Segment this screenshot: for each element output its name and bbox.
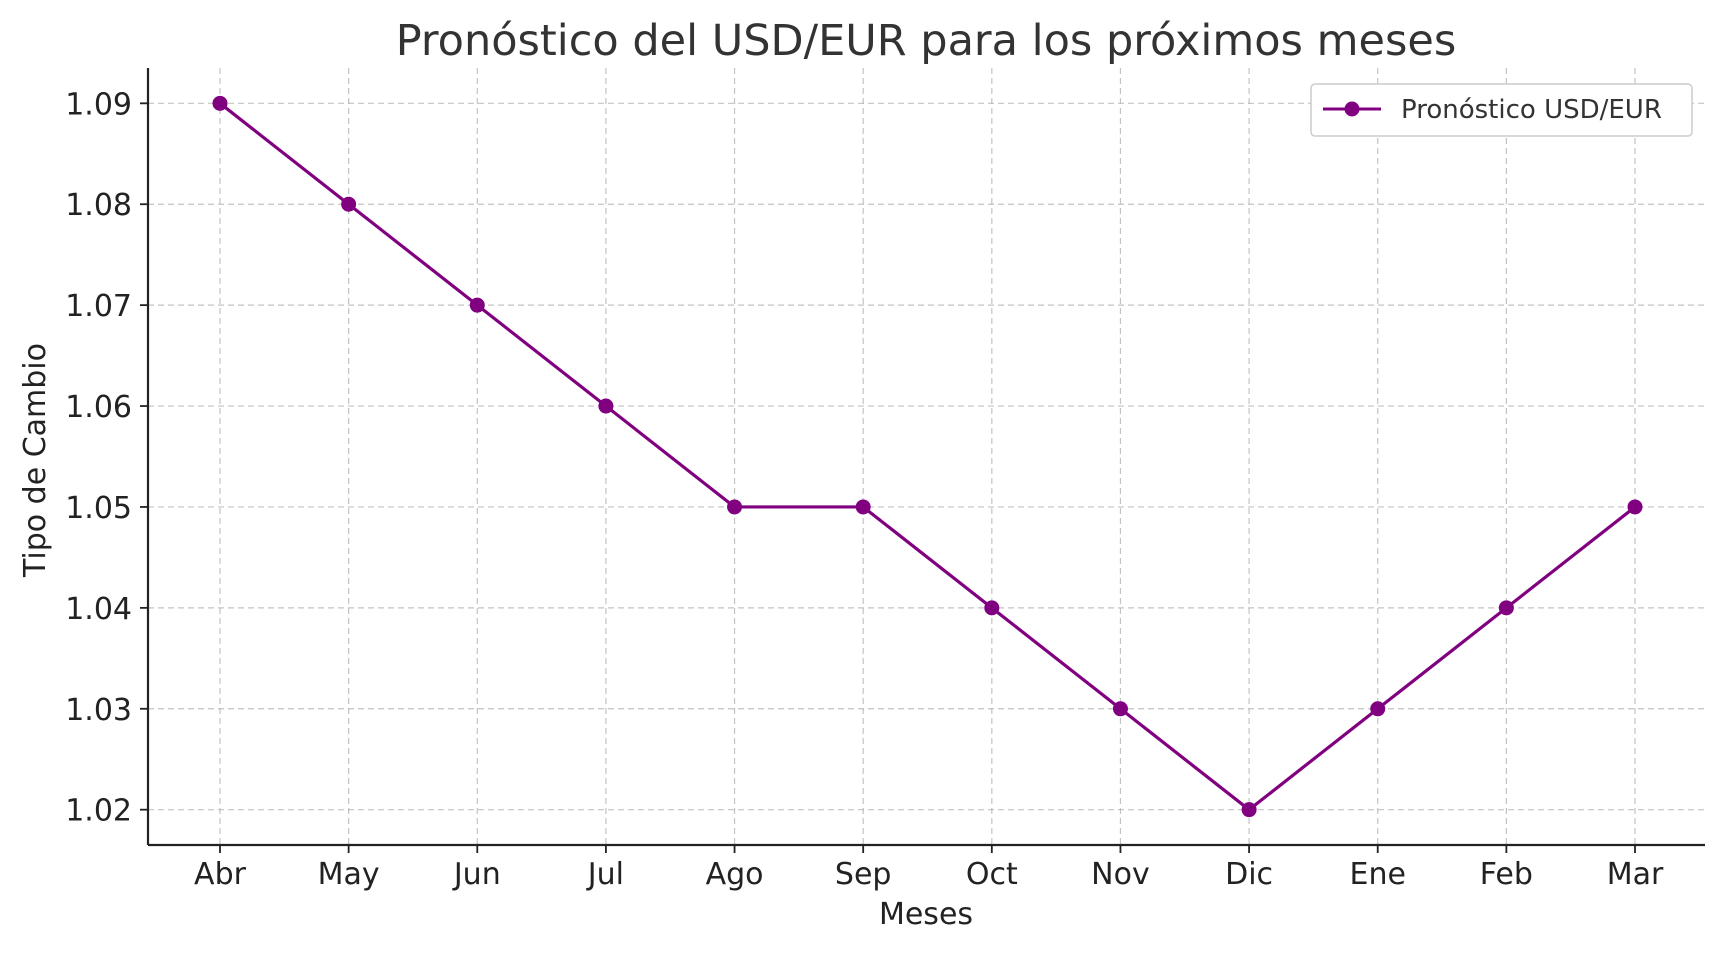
data-point xyxy=(598,398,614,414)
x-tick-label: Oct xyxy=(966,857,1018,892)
data-point xyxy=(1241,802,1257,818)
y-tick-label: 1.08 xyxy=(65,188,132,223)
data-point xyxy=(855,499,871,515)
y-axis-title: Tipo de Cambio xyxy=(18,343,53,578)
y-tick-label: 1.02 xyxy=(65,794,132,829)
x-tick-label: Dic xyxy=(1225,857,1273,892)
data-point xyxy=(1498,600,1514,616)
x-tick-label: Jul xyxy=(586,857,624,892)
data-point xyxy=(984,600,1000,616)
chart-title: Pronóstico del USD/EUR para los próximos… xyxy=(396,16,1456,66)
y-tick-label: 1.05 xyxy=(65,491,132,526)
series-line xyxy=(219,102,1636,812)
x-tick-label: May xyxy=(318,857,380,892)
x-tick-label: Abr xyxy=(194,857,247,892)
data-point xyxy=(1370,701,1386,717)
x-tick-label: Feb xyxy=(1480,857,1533,892)
x-tick-label: Jun xyxy=(452,857,501,892)
data-point xyxy=(727,499,743,515)
y-tick-label: 1.07 xyxy=(65,289,132,324)
y-tick-label: 1.03 xyxy=(65,693,132,728)
y-tick-label: 1.06 xyxy=(65,390,132,425)
x-tick-label: Nov xyxy=(1091,857,1150,892)
ticks: Abr May Jun Jul Ago Sep Oct Nov Dic Ene Feb Mar 1.02… xyxy=(65,87,1664,892)
data-point xyxy=(1112,701,1128,717)
x-tick-label: Mar xyxy=(1607,857,1664,892)
x-tick-label: Sep xyxy=(835,857,892,892)
axes xyxy=(146,68,1705,847)
series xyxy=(212,95,1643,818)
y-tick-label: 1.04 xyxy=(65,592,132,627)
x-tick-label: Ago xyxy=(706,857,764,892)
data-point xyxy=(212,95,228,111)
data-point xyxy=(1627,499,1643,515)
legend-label: Pronóstico USD/EUR xyxy=(1401,95,1662,125)
x-tick-label: Ene xyxy=(1350,857,1406,892)
data-point xyxy=(341,196,357,212)
x-axis-title: Meses xyxy=(879,897,973,932)
legend-marker-swatch xyxy=(1344,101,1360,117)
data-point xyxy=(469,297,485,313)
legend: Pronóstico USD/EUR xyxy=(1310,83,1693,137)
y-tick-label: 1.09 xyxy=(65,87,132,122)
legend-box xyxy=(1310,83,1693,137)
grid xyxy=(148,68,1705,845)
